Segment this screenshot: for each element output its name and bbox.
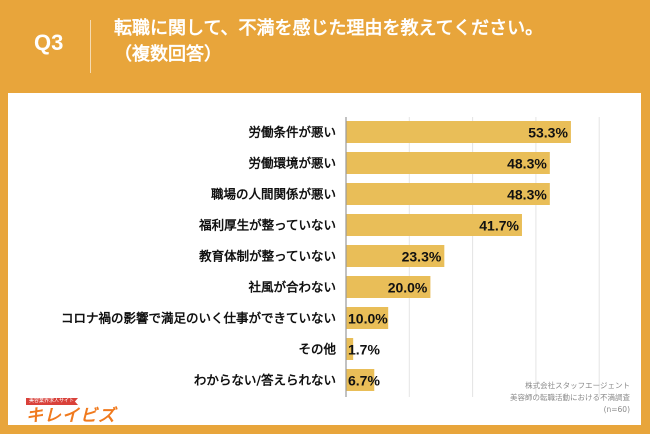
category-label: 労働環境が悪い [248, 156, 336, 171]
category-label: 職場の人間関係が悪い [211, 187, 336, 202]
category-label: 福利厚生が整っていない [198, 218, 336, 233]
bar [346, 121, 571, 143]
data-label: 48.3% [507, 156, 547, 172]
data-label: 48.3% [507, 187, 547, 203]
source-note: 株式会社スタッフエージェント 美容師の転職活動における不満調査 (n=60) [510, 380, 630, 416]
category-label: 教育体制が整っていない [198, 249, 336, 264]
data-label: 23.3% [402, 249, 442, 265]
bar-chart: 労働条件が悪い 53.3% 労働環境が悪い 48.3% 職場の人間関係が悪い 48.3% 福… [61, 117, 600, 397]
category-label: 社風が合わない [247, 280, 336, 295]
question-title-line2: （複数回答） [114, 44, 222, 65]
category-label: 労働条件が悪い [248, 125, 336, 140]
bar [346, 369, 375, 391]
source-survey: 美容師の転職活動における不満調査 [510, 393, 630, 402]
header-divider [90, 20, 91, 73]
source-sample-size: (n=60) [603, 405, 630, 414]
brand-logo: 美容業界求人サイト キレイビズ [26, 387, 116, 425]
question-number: Q3 [34, 30, 64, 55]
question-title-line1: 転職に関して、不満を感じた理由を教えてください。 [114, 18, 544, 39]
data-label: 1.7% [348, 342, 380, 358]
bar [346, 276, 431, 298]
bar [346, 245, 445, 267]
bar [346, 307, 389, 329]
source-company: 株式会社スタッフエージェント [525, 381, 630, 390]
bar [346, 152, 550, 174]
data-label: 53.3% [528, 125, 568, 141]
bar [346, 338, 354, 360]
header: Q3 転職に関して、不満を感じた理由を教えてください。 （複数回答） [0, 0, 650, 93]
chart-card: 労働条件が悪い 53.3% 労働環境が悪い 48.3% 職場の人間関係が悪い 48.3% 福… [8, 93, 641, 425]
data-label: 20.0% [388, 280, 428, 296]
brand-name: キレイビズ [26, 406, 116, 426]
question-title: 転職に関して、不満を感じた理由を教えてください。 （複数回答） [114, 16, 543, 68]
bar [346, 214, 522, 236]
category-label: その他 [298, 342, 336, 357]
data-label: 6.7% [348, 373, 380, 389]
data-label: 41.7% [479, 218, 519, 234]
category-label: コロナ禍の影響で満足のいく仕事ができていない [61, 311, 336, 326]
category-label: わからない/答えられない [194, 373, 336, 388]
data-label: 10.0% [348, 311, 388, 327]
brand-tagline: 美容業界求人サイト [26, 398, 79, 405]
bar [346, 183, 550, 205]
